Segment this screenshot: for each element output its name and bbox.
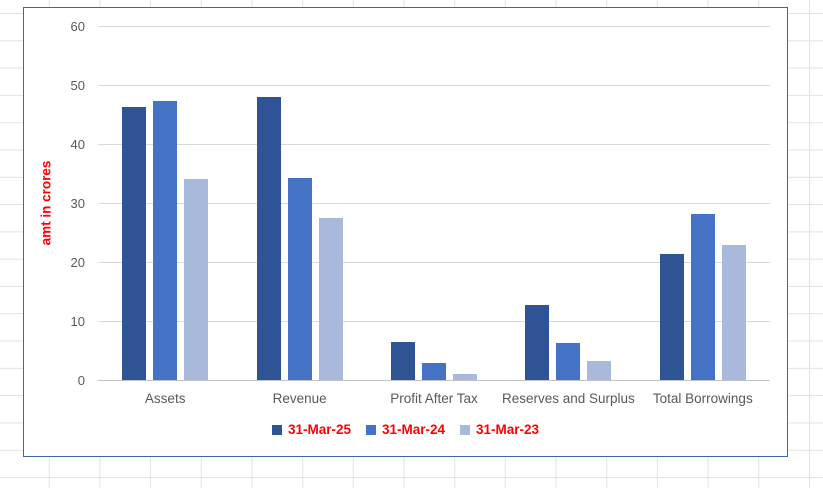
bar-31-Mar-24-revenue[interactable]: [287, 178, 312, 380]
legend-label: 31-Mar-25: [287, 422, 351, 437]
bar-31-Mar-25-reserves-and-surplus[interactable]: [525, 305, 550, 380]
legend-label: 31-Mar-23: [476, 422, 540, 437]
major-gridline: [98, 262, 770, 263]
y-tick-label: 20: [70, 255, 85, 270]
bar-31-Mar-25-total-borrowings[interactable]: [659, 253, 684, 380]
legend-marker-icon: [460, 424, 471, 435]
category-label-profit-after-tax: Profit After Tax: [390, 391, 478, 406]
bar-31-Mar-25-profit-after-tax[interactable]: [391, 342, 415, 380]
major-gridline: [98, 203, 770, 204]
major-gridline: [98, 144, 770, 145]
category-label-total-borrowings: Total Borrowings: [652, 391, 753, 406]
y-tick-label: 0: [77, 373, 85, 388]
chart-legend: 31-Mar-25 31-Mar-24 31-Mar-23: [24, 422, 787, 437]
major-gridline: [98, 85, 770, 86]
major-gridline: [98, 321, 770, 322]
bar-31-Mar-24-profit-after-tax[interactable]: [422, 362, 446, 380]
bar-31-Mar-24-assets[interactable]: [153, 100, 178, 380]
legend-entry-31-Mar-25[interactable]: 31-Mar-25: [271, 422, 351, 437]
category-label-assets: Assets: [144, 391, 186, 406]
bar-31-Mar-25-assets[interactable]: [122, 107, 147, 380]
y-tick-label: 50: [70, 78, 85, 93]
major-gridline: [98, 26, 770, 27]
legend-marker-icon: [271, 424, 282, 435]
legend-entry-31-Mar-24[interactable]: 31-Mar-24: [365, 422, 446, 437]
legend-marker-icon: [365, 424, 376, 435]
y-tick-label: 60: [70, 19, 85, 34]
bar-31-Mar-23-reserves-and-surplus[interactable]: [587, 361, 612, 380]
legend-entry-31-Mar-23[interactable]: 31-Mar-23: [460, 422, 539, 437]
bar-31-Mar-25-revenue[interactable]: [256, 96, 281, 380]
legend-label: 31-Mar-24: [381, 422, 446, 437]
chart-object[interactable]: amt in crores 0 10 20 30 40 50 60 Assets Revenu…: [23, 7, 788, 457]
y-tick-label: 10: [70, 314, 85, 329]
bar-31-Mar-23-profit-after-tax[interactable]: [453, 373, 477, 380]
category-axis: Assets Revenue Profit After Tax Reserves an…: [98, 391, 770, 409]
x-axis-line: [98, 380, 770, 381]
y-tick-label: 30: [70, 196, 85, 211]
bar-31-Mar-23-assets[interactable]: [184, 179, 209, 380]
bar-31-Mar-24-reserves-and-surplus[interactable]: [556, 342, 581, 380]
bar-31-Mar-23-total-borrowings[interactable]: [721, 245, 746, 380]
category-label-revenue: Revenue: [272, 391, 327, 406]
category-label-reserves-and-surplus: Reserves and Surplus: [501, 391, 635, 406]
plot-area: [98, 26, 770, 381]
bar-31-Mar-24-total-borrowings[interactable]: [690, 213, 715, 380]
bar-31-Mar-23-revenue[interactable]: [318, 218, 343, 380]
y-tick-label: 40: [70, 137, 85, 152]
